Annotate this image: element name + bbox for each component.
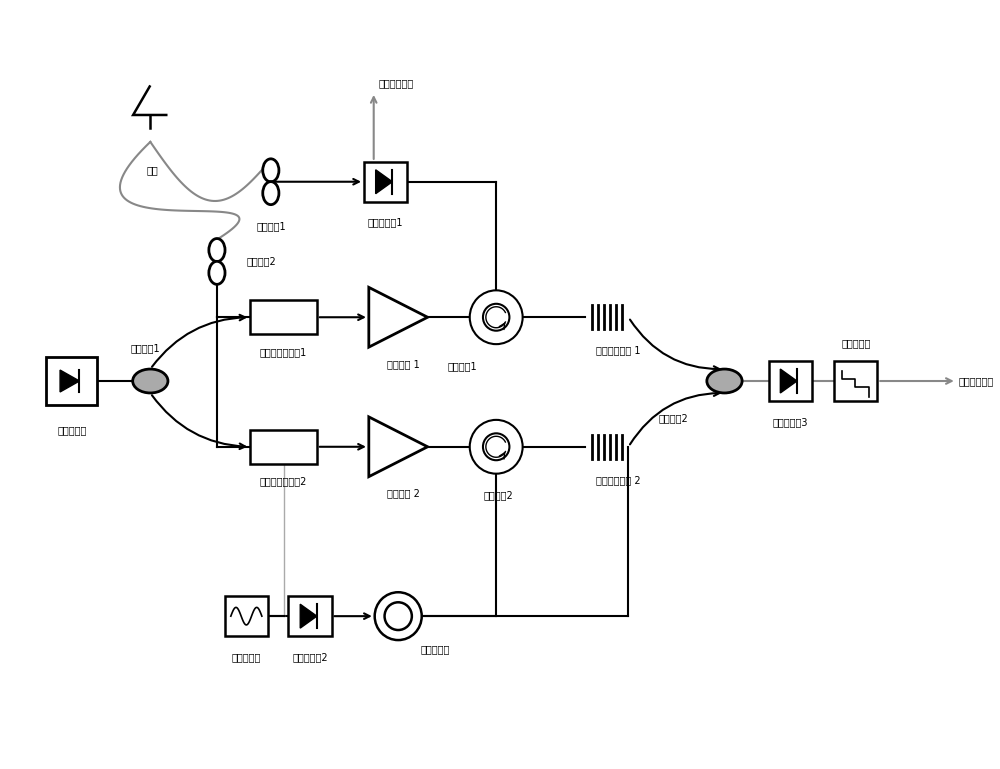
Bar [250,430,317,464]
Ellipse shape [209,238,225,261]
Text: 中频信号输出: 中频信号输出 [959,376,994,386]
Ellipse shape [263,159,279,181]
Circle shape [385,602,412,630]
Polygon shape [369,288,428,347]
Text: 光电探测全3: 光电探测全3 [772,417,808,427]
Text: 光环形器2: 光环形器2 [483,491,513,501]
Text: 电光相位调制全2: 电光相位调制全2 [260,477,307,487]
Polygon shape [369,417,428,477]
Circle shape [483,304,509,331]
Text: 光耦合器2: 光耦合器2 [659,413,688,423]
Ellipse shape [133,369,168,393]
Circle shape [375,592,422,640]
Text: 相移光纤光栅 2: 相移光纤光栅 2 [596,474,641,484]
Polygon shape [780,369,797,393]
Text: 光电探测全1: 光电探测全1 [368,218,403,228]
Bar [834,361,877,401]
Text: 相移光纤光栅 1: 相移光纤光栅 1 [596,345,641,355]
Text: 穿带滤波器: 穿带滤波器 [232,652,261,662]
Bar [46,357,97,405]
Text: 低通滤波器: 低通滤波器 [841,338,870,348]
Text: 天线: 天线 [146,165,158,175]
Ellipse shape [707,369,742,393]
Text: 光纤延时线: 光纤延时线 [421,644,450,654]
Text: 光电探测全2: 光电探测全2 [292,652,328,662]
Polygon shape [376,170,392,194]
Text: 电耦合器1: 电耦合器1 [256,221,286,231]
Ellipse shape [209,261,225,285]
Text: 原频信号输出: 原频信号输出 [379,78,414,88]
Bar [225,596,268,636]
Text: 电光相位调制全1: 电光相位调制全1 [260,347,307,357]
Text: 可调激光器: 可调激光器 [57,424,87,434]
Text: 电耦合器2: 电耦合器2 [246,256,276,266]
Bar [769,361,812,401]
Text: 光环形器1: 光环形器1 [447,361,477,371]
Text: 光放大器 1: 光放大器 1 [387,359,419,369]
Circle shape [470,291,523,345]
Polygon shape [60,370,79,392]
Ellipse shape [263,181,279,205]
Text: 光放大器 2: 光放大器 2 [387,488,420,498]
Bar [250,301,317,335]
Polygon shape [300,604,317,628]
Circle shape [470,420,523,474]
Text: 光耦合器1: 光耦合器1 [131,343,160,353]
Circle shape [483,433,509,460]
Bar [288,596,332,636]
Bar [364,161,407,201]
